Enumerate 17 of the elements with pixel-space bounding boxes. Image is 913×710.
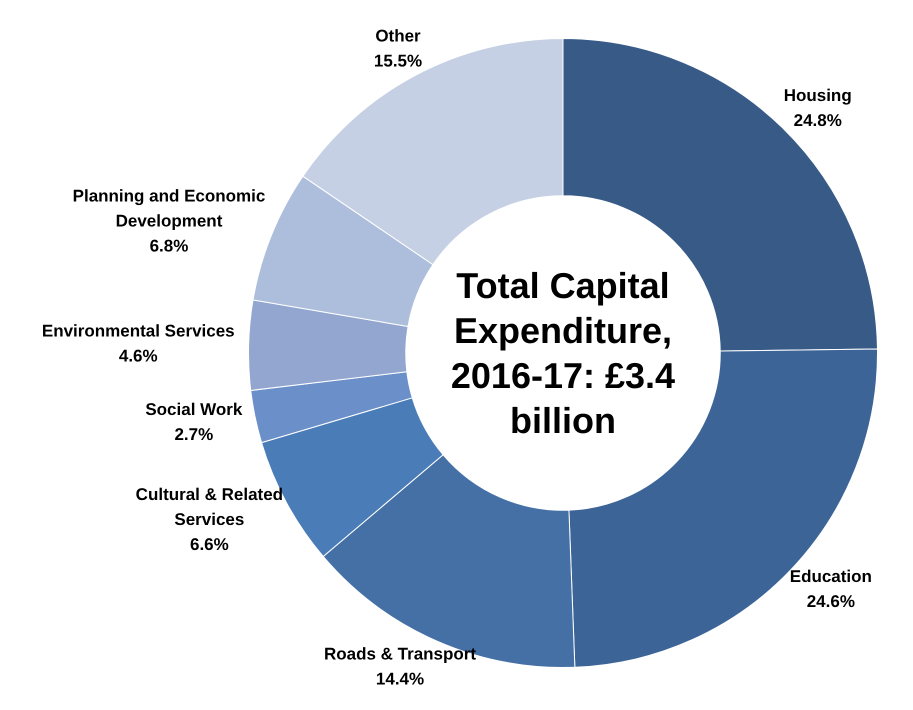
- slice-label: Cultural & Related Services: [136, 484, 284, 529]
- data-label: 24.6%: [806, 592, 855, 611]
- slice-label: Education: [790, 566, 872, 586]
- data-label: 24.8%: [794, 110, 842, 130]
- data-label: 14.4%: [376, 670, 424, 689]
- text: Total Capital Expenditure, 2016-17: £3.4 billion: [450, 264, 676, 443]
- slice-label: Other: [375, 26, 422, 46]
- slice-label: Social Work: [145, 400, 243, 419]
- data-label: 6.8%: [150, 236, 188, 256]
- data-label: 6.6%: [190, 534, 229, 554]
- slice-label: Planning and Economic Development: [72, 186, 266, 230]
- slice-label: Roads & Transport: [324, 644, 476, 664]
- data-label: 2.7%: [174, 424, 214, 444]
- data-label: 4.6%: [118, 346, 158, 366]
- slice-label: Housing: [784, 86, 852, 105]
- slice-label: Environmental Services: [42, 322, 235, 341]
- data-label: 15.5%: [374, 52, 422, 71]
